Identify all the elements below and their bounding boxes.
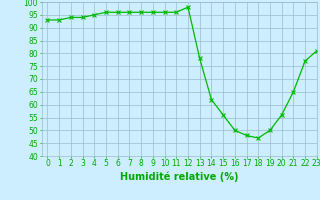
- X-axis label: Humidité relative (%): Humidité relative (%): [120, 171, 238, 182]
